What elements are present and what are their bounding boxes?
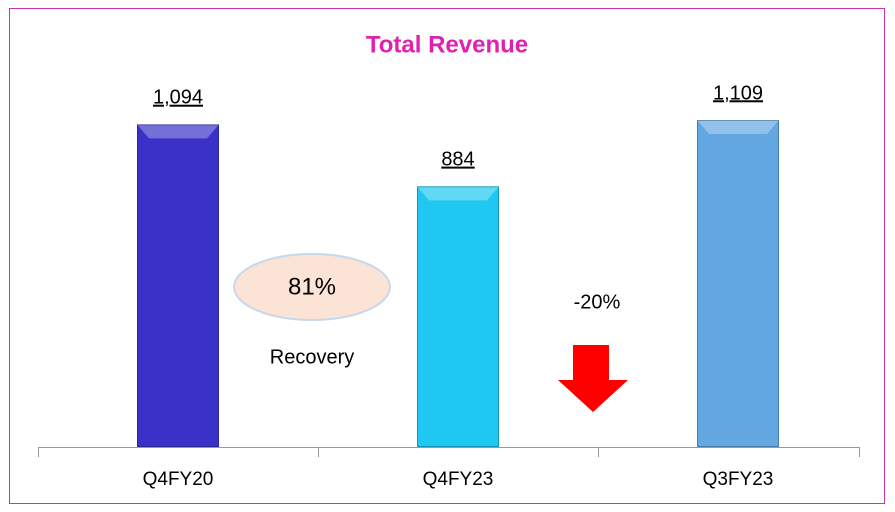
bar-shade [697, 120, 779, 447]
recovery-percent: 81% [288, 273, 336, 300]
value-label: 1,094 [153, 87, 203, 109]
change-label: -20% [574, 291, 621, 313]
x-tick-label: Q4FY20 [143, 469, 214, 490]
bar-bevel [137, 124, 219, 139]
down-arrow [558, 345, 628, 412]
bar-edge [137, 124, 219, 447]
bar-bevel [697, 120, 779, 134]
bar-edge [697, 120, 779, 447]
value-label: 884 [441, 149, 474, 171]
recovery-label: Recovery [270, 346, 354, 368]
value-label: 1,109 [713, 82, 763, 104]
x-tick-label: Q3FY23 [703, 469, 774, 490]
chart-title: Total Revenue [366, 31, 528, 58]
x-tick-label: Q4FY23 [423, 469, 494, 490]
bar-edge [417, 186, 499, 447]
recovery-bubble [233, 253, 391, 321]
bar-shade [417, 186, 499, 447]
bar-bevel [417, 186, 499, 201]
bar-shade [137, 124, 219, 447]
